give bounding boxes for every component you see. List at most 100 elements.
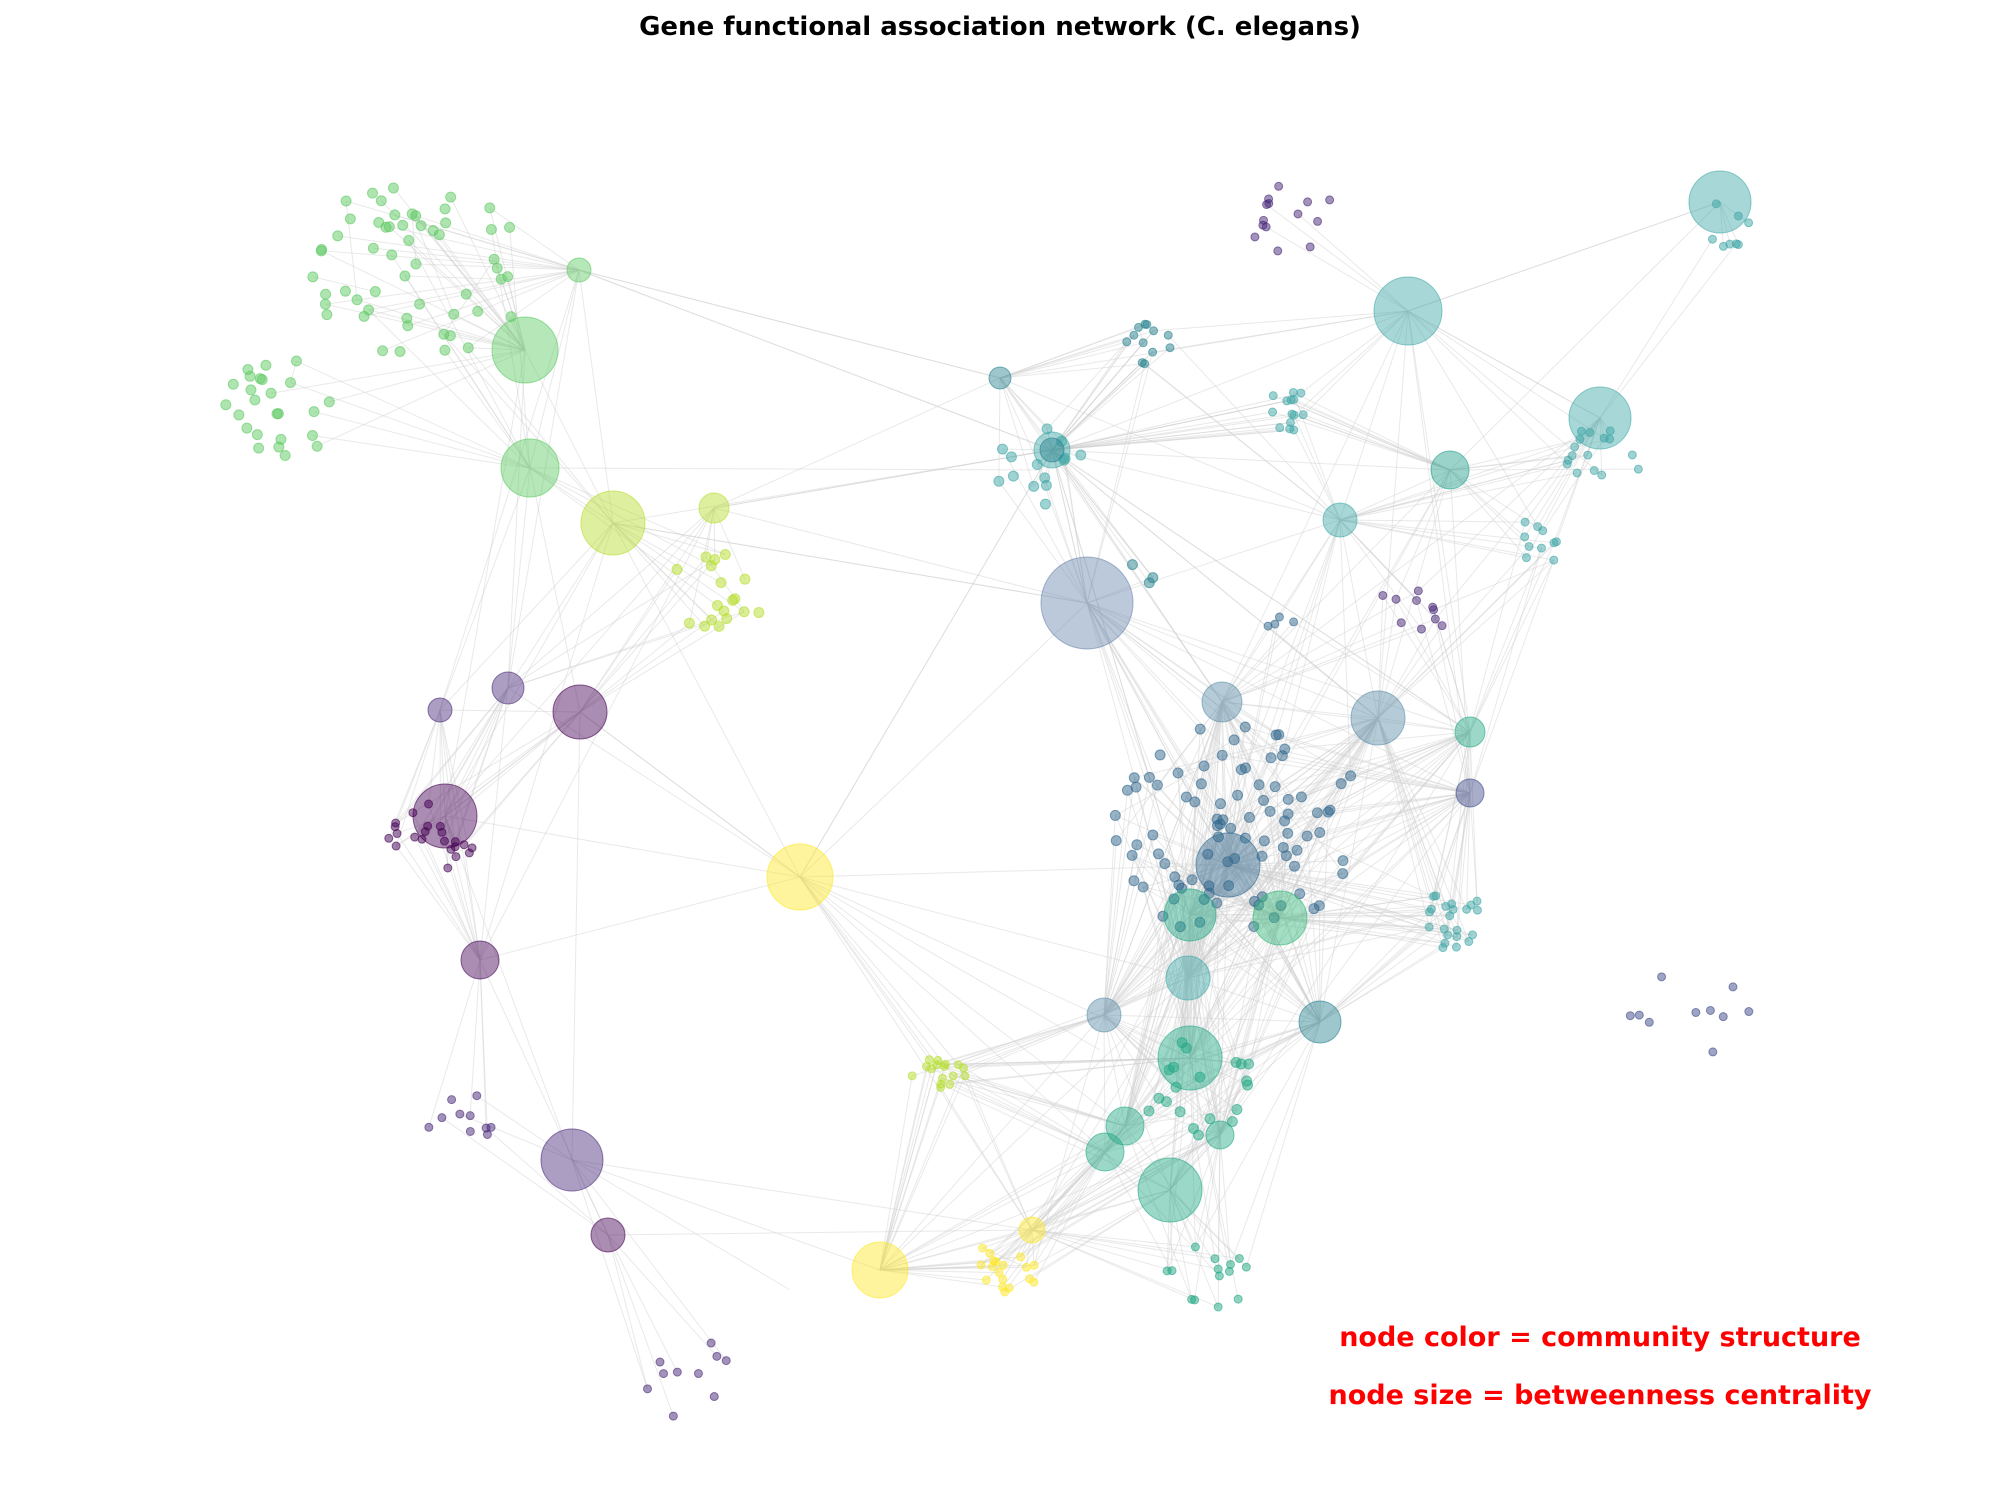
network-edge <box>879 1066 928 1271</box>
gene-node <box>1229 852 1241 864</box>
network-edge <box>414 687 509 838</box>
network-edge <box>1189 914 1233 1122</box>
network-edge <box>1086 519 1341 604</box>
network-edge <box>1291 413 1451 471</box>
gene-node <box>1187 1294 1197 1304</box>
network-edge <box>1407 310 1539 527</box>
network-edge <box>1051 449 1379 719</box>
hub-node <box>1430 450 1470 490</box>
network-edge <box>1177 772 1189 979</box>
network-edge <box>529 467 614 524</box>
network-edge <box>879 1260 994 1271</box>
network-edge <box>1103 1014 1171 1191</box>
network-edge <box>1290 399 1451 471</box>
gene-node <box>1337 868 1349 880</box>
network-edge <box>1339 472 1578 521</box>
network-edge <box>439 709 470 853</box>
network-edge <box>1264 731 1471 842</box>
network-edge <box>879 1269 1000 1274</box>
network-edge <box>441 1117 609 1236</box>
network-edge <box>337 235 580 271</box>
network-edge <box>1199 864 1229 1078</box>
network-edge <box>1234 858 1281 919</box>
network-edge <box>1377 717 1430 928</box>
network-edge <box>325 303 526 351</box>
gene-node <box>504 221 516 233</box>
network-edge <box>444 507 715 817</box>
gene-node <box>1324 804 1336 816</box>
network-edge <box>1031 977 1189 1231</box>
gene-node <box>1264 194 1274 204</box>
gene-node <box>1305 242 1315 252</box>
network-edge <box>1395 469 1451 600</box>
network-edge <box>1339 469 1451 521</box>
network-edge <box>1103 1014 1106 1153</box>
network-edge <box>1187 854 1209 979</box>
network-edge <box>1524 417 1601 538</box>
network-edge <box>1407 310 1471 733</box>
network-edge <box>444 522 614 817</box>
network-edge <box>1181 701 1223 889</box>
gene-node <box>389 209 401 221</box>
network-edge <box>1086 602 1150 778</box>
gene-node <box>1039 498 1051 510</box>
network-edge <box>428 709 441 805</box>
network-edge <box>1407 201 1721 312</box>
gene-node <box>1437 621 1447 631</box>
network-edge <box>1031 1229 1195 1301</box>
network-edge <box>1429 911 1470 942</box>
network-edge <box>1051 449 1154 578</box>
network-edge <box>1174 864 1229 878</box>
gene-node <box>1240 762 1252 774</box>
gene-node <box>1605 426 1615 436</box>
network-edge <box>1189 914 1445 930</box>
network-edge <box>444 687 509 817</box>
hub-node <box>1195 832 1261 898</box>
network-edge <box>1051 400 1287 451</box>
network-edge <box>612 522 801 878</box>
gene-node <box>391 841 401 851</box>
network-edge <box>1319 926 1430 1023</box>
network-edge <box>1227 739 1235 866</box>
network-edge <box>1103 876 1176 1016</box>
network-edge <box>1227 864 1473 936</box>
network-edge <box>507 619 712 689</box>
gene-node <box>397 219 409 231</box>
network-edge <box>1086 602 1191 916</box>
gene-node <box>1256 891 1268 903</box>
network-edge <box>1342 792 1471 875</box>
gene-node <box>668 1411 678 1421</box>
hub-node <box>540 1128 604 1192</box>
gene-node <box>455 1109 465 1119</box>
gene-node <box>997 1282 1007 1292</box>
gene-node <box>440 217 452 229</box>
network-edge <box>799 876 959 1066</box>
network-edge <box>1181 888 1191 1059</box>
network-edge <box>1284 792 1471 822</box>
network-edge <box>1051 334 1135 451</box>
network-edge <box>1166 1134 1221 1272</box>
gene-node <box>1572 468 1582 478</box>
network-edge <box>607 1234 648 1389</box>
network-edge <box>1221 755 1229 866</box>
network-edge <box>1173 1021 1321 1068</box>
network-edge <box>1377 559 1555 719</box>
network-edge <box>1287 731 1471 815</box>
network-edge <box>1189 905 1282 916</box>
network-edge <box>1189 864 1229 1059</box>
network-edge <box>879 1264 1035 1271</box>
network-edge <box>1599 417 1603 476</box>
network-edge <box>999 377 1035 487</box>
gene-node <box>403 234 415 246</box>
network-edge <box>999 377 1048 430</box>
hub-node <box>460 940 500 980</box>
network-edge <box>1157 701 1223 786</box>
network-edge <box>1189 914 1195 1129</box>
hub-node <box>1322 502 1358 538</box>
network-edge <box>1265 226 1409 312</box>
network-edge <box>1033 1014 1105 1266</box>
gene-node <box>1413 586 1423 596</box>
gene-node <box>1293 209 1303 219</box>
network-edge <box>1189 849 1298 1059</box>
network-edge <box>1051 399 1292 451</box>
